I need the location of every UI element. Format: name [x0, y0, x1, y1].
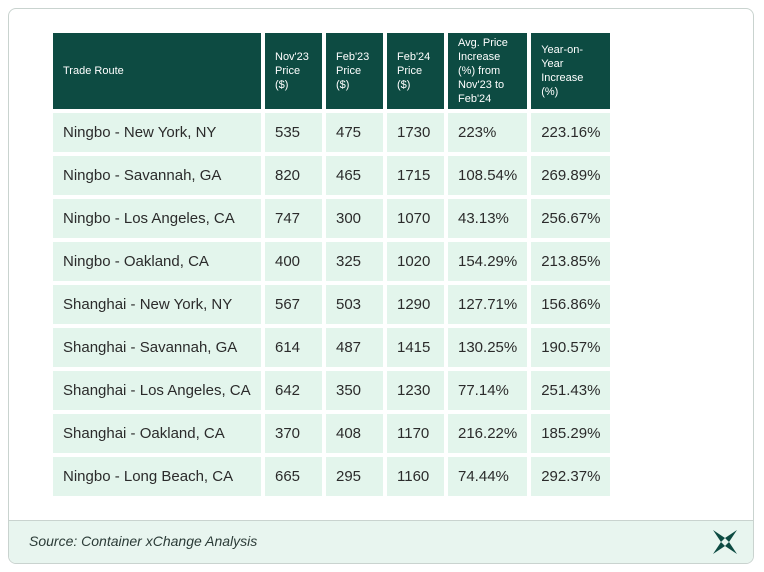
- trade-route-cell: Ningbo - Long Beach, CA: [53, 457, 261, 496]
- avg-increase-cell: 216.22%: [448, 414, 528, 453]
- yoy-increase-cell: 190.57%: [531, 328, 611, 367]
- avg-increase-cell: 74.44%: [448, 457, 528, 496]
- table-row: Shanghai - Los Angeles, CA 642 350 1230 77.1…: [53, 371, 611, 410]
- nov23-price-cell: 370: [265, 414, 322, 453]
- table-row: Ningbo - New York, NY 535 475 1730 223% 223.1…: [53, 113, 611, 152]
- avg-increase-cell: 108.54%: [448, 156, 528, 195]
- feb23-price-cell: 408: [326, 414, 383, 453]
- source-note: Source: Container xChange Analysis: [29, 533, 258, 549]
- table-header-row: Trade Route Nov'23 Price ($) Feb'23 Pric…: [53, 33, 611, 109]
- trade-route-cell: Ningbo - Oakland, CA: [53, 242, 261, 281]
- yoy-increase-cell: 156.86%: [531, 285, 611, 324]
- feb23-price-cell: 465: [326, 156, 383, 195]
- trade-route-cell: Ningbo - Los Angeles, CA: [53, 199, 261, 238]
- yoy-increase-cell: 213.85%: [531, 242, 611, 281]
- nov23-price-cell: 535: [265, 113, 322, 152]
- yoy-increase-cell: 185.29%: [531, 414, 611, 453]
- nov23-price-cell: 820: [265, 156, 322, 195]
- feb23-price-cell: 325: [326, 242, 383, 281]
- feb24-price-cell: 1415: [387, 328, 444, 367]
- avg-increase-cell: 43.13%: [448, 199, 528, 238]
- trade-route-cell: Shanghai - Los Angeles, CA: [53, 371, 261, 410]
- avg-increase-cell: 154.29%: [448, 242, 528, 281]
- feb23-price-cell: 350: [326, 371, 383, 410]
- trade-route-cell: Ningbo - New York, NY: [53, 113, 261, 152]
- container-xchange-logo-icon: [713, 530, 737, 554]
- feb23-price-cell: 503: [326, 285, 383, 324]
- feb23-price-cell: 295: [326, 457, 383, 496]
- feb24-price-cell: 1160: [387, 457, 444, 496]
- nov23-price-cell: 567: [265, 285, 322, 324]
- nov23-price-cell: 400: [265, 242, 322, 281]
- header-feb24-price: Feb'24 Price ($): [387, 33, 444, 109]
- table-row: Ningbo - Long Beach, CA 665 295 1160 74.44% 2…: [53, 457, 611, 496]
- table-row: Ningbo - Los Angeles, CA 747 300 1070 43.13%…: [53, 199, 611, 238]
- nov23-price-cell: 747: [265, 199, 322, 238]
- feb24-price-cell: 1730: [387, 113, 444, 152]
- table-row: Shanghai - New York, NY 567 503 1290 127.71%…: [53, 285, 611, 324]
- feb24-price-cell: 1290: [387, 285, 444, 324]
- table-row: Ningbo - Savannah, GA 820 465 1715 108.54% 26…: [53, 156, 611, 195]
- feb24-price-cell: 1020: [387, 242, 444, 281]
- feb24-price-cell: 1230: [387, 371, 444, 410]
- table-row: Shanghai - Oakland, CA 370 408 1170 216.22% 1…: [53, 414, 611, 453]
- table-row: Shanghai - Savannah, GA 614 487 1415 130.25%…: [53, 328, 611, 367]
- feb23-price-cell: 487: [326, 328, 383, 367]
- avg-increase-cell: 127.71%: [448, 285, 528, 324]
- yoy-increase-cell: 251.43%: [531, 371, 611, 410]
- header-yoy-increase: Year-on-Year Increase (%): [531, 33, 611, 109]
- trade-route-price-table: Trade Route Nov'23 Price ($) Feb'23 Pric…: [49, 29, 614, 500]
- feb24-price-cell: 1715: [387, 156, 444, 195]
- header-trade-route: Trade Route: [53, 33, 261, 109]
- nov23-price-cell: 614: [265, 328, 322, 367]
- trade-route-cell: Shanghai - New York, NY: [53, 285, 261, 324]
- yoy-increase-cell: 223.16%: [531, 113, 611, 152]
- feb24-price-cell: 1070: [387, 199, 444, 238]
- yoy-increase-cell: 256.67%: [531, 199, 611, 238]
- feb23-price-cell: 300: [326, 199, 383, 238]
- trade-route-cell: Shanghai - Oakland, CA: [53, 414, 261, 453]
- table-row: Ningbo - Oakland, CA 400 325 1020 154.29% 213…: [53, 242, 611, 281]
- trade-route-cell: Ningbo - Savannah, GA: [53, 156, 261, 195]
- header-avg-price-increase: Avg. Price Increase (%) from Nov'23 to F…: [448, 33, 528, 109]
- yoy-increase-cell: 292.37%: [531, 457, 611, 496]
- avg-increase-cell: 77.14%: [448, 371, 528, 410]
- yoy-increase-cell: 269.89%: [531, 156, 611, 195]
- footer: Source: Container xChange Analysis: [9, 520, 753, 563]
- avg-increase-cell: 130.25%: [448, 328, 528, 367]
- feb23-price-cell: 475: [326, 113, 383, 152]
- table-card: Trade Route Nov'23 Price ($) Feb'23 Pric…: [8, 8, 754, 564]
- header-feb23-price: Feb'23 Price ($): [326, 33, 383, 109]
- feb24-price-cell: 1170: [387, 414, 444, 453]
- header-nov23-price: Nov'23 Price ($): [265, 33, 322, 109]
- nov23-price-cell: 665: [265, 457, 322, 496]
- nov23-price-cell: 642: [265, 371, 322, 410]
- avg-increase-cell: 223%: [448, 113, 528, 152]
- trade-route-cell: Shanghai - Savannah, GA: [53, 328, 261, 367]
